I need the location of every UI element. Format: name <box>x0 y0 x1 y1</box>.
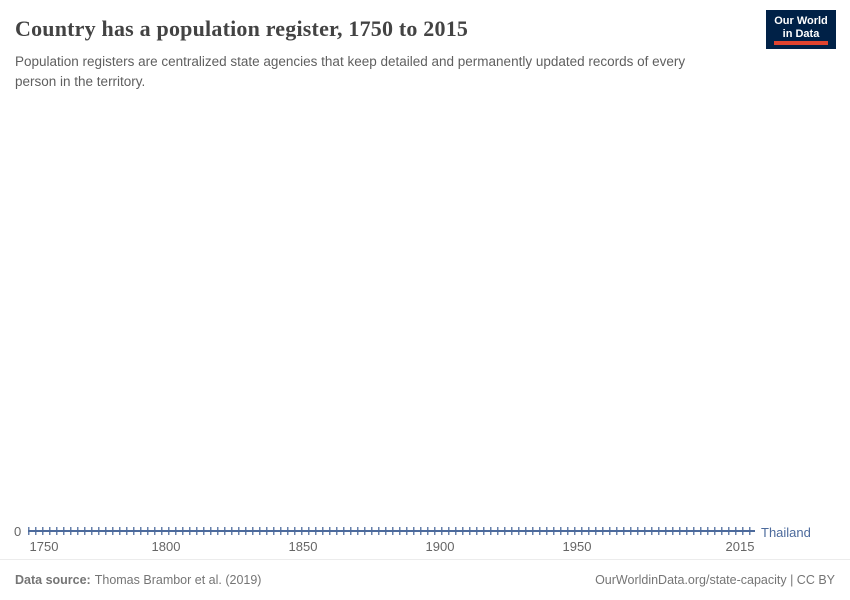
owid-logo[interactable]: Our World in Data <box>766 10 836 49</box>
x-tick-1950: 1950 <box>562 539 592 554</box>
data-source-value[interactable]: Thomas Brambor et al. (2019) <box>94 573 262 587</box>
x-tick-1750: 1750 <box>29 539 59 554</box>
owid-logo-line2: in Data <box>782 28 820 41</box>
series-label-thailand[interactable]: Thailand <box>761 525 811 540</box>
x-tick-1800: 1800 <box>151 539 181 554</box>
chart-title: Country has a population register, 1750 … <box>15 16 469 41</box>
data-source-label: Data source: <box>15 573 91 587</box>
x-tick-1900: 1900 <box>425 539 455 554</box>
y-axis-zero-label: 0 <box>14 524 22 539</box>
x-tick-2015: 2015 <box>725 539 755 554</box>
footer-citation-link[interactable]: OurWorldinData.org/state-capacity | CC B… <box>595 573 835 587</box>
thailand-data-line-markers <box>28 527 755 535</box>
owid-logo-line1: Our World <box>774 15 828 27</box>
data-source: Data source: Thomas Brambor et al. (2019) <box>15 573 261 587</box>
x-tick-1850: 1850 <box>288 539 318 554</box>
logo-accent-bar <box>774 41 828 45</box>
chart-footer: Data source: Thomas Brambor et al. (2019)… <box>0 559 850 600</box>
chart-subtitle: Population registers are centralized sta… <box>15 54 686 89</box>
